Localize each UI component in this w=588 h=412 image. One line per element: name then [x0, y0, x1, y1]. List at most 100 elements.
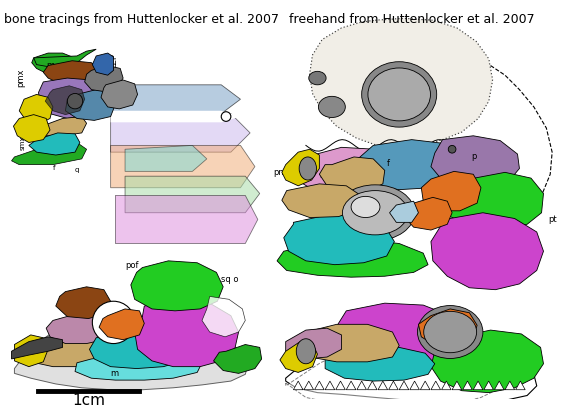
Text: pal: pal	[351, 215, 364, 224]
Text: j: j	[322, 241, 325, 250]
Text: 1cm: 1cm	[72, 393, 105, 407]
Polygon shape	[111, 111, 240, 122]
Text: bone tracings from Huttenlocker et al. 2007: bone tracings from Huttenlocker et al. 2…	[4, 13, 279, 26]
Polygon shape	[325, 347, 435, 381]
Polygon shape	[296, 324, 399, 362]
Text: m: m	[111, 369, 119, 377]
Polygon shape	[292, 147, 399, 192]
Polygon shape	[277, 240, 428, 277]
Polygon shape	[284, 215, 395, 265]
Polygon shape	[282, 149, 319, 186]
Polygon shape	[89, 330, 188, 369]
Text: m: m	[46, 61, 54, 70]
Text: f: f	[387, 159, 390, 168]
Polygon shape	[31, 340, 104, 367]
Text: po: po	[413, 217, 424, 226]
Polygon shape	[325, 381, 335, 390]
Polygon shape	[357, 381, 366, 390]
Text: smx: smx	[19, 136, 25, 150]
Polygon shape	[495, 381, 504, 390]
Ellipse shape	[368, 68, 430, 121]
Polygon shape	[111, 145, 255, 188]
Polygon shape	[410, 381, 419, 390]
Polygon shape	[32, 53, 77, 74]
Text: q: q	[75, 166, 79, 173]
Polygon shape	[85, 66, 123, 91]
Polygon shape	[368, 381, 377, 390]
Text: p: p	[472, 152, 477, 161]
Polygon shape	[135, 299, 239, 367]
Polygon shape	[336, 381, 345, 390]
Polygon shape	[99, 309, 144, 340]
Text: pof: pof	[435, 194, 448, 203]
Polygon shape	[31, 117, 86, 136]
Text: m: m	[293, 200, 302, 209]
Text: sq o: sq o	[221, 275, 239, 284]
Polygon shape	[473, 381, 483, 390]
Polygon shape	[280, 342, 318, 372]
Polygon shape	[452, 381, 462, 390]
Polygon shape	[75, 352, 202, 380]
Polygon shape	[335, 303, 464, 372]
Polygon shape	[92, 53, 113, 75]
Text: n: n	[319, 171, 325, 180]
Text: st: st	[486, 197, 493, 206]
Text: pt: pt	[548, 215, 557, 224]
Text: t: t	[101, 94, 103, 101]
Polygon shape	[46, 314, 111, 344]
Text: qj: qj	[239, 354, 246, 363]
Ellipse shape	[309, 71, 326, 85]
Polygon shape	[431, 330, 543, 393]
Polygon shape	[45, 86, 85, 115]
Text: i: i	[149, 349, 151, 355]
Polygon shape	[282, 184, 360, 218]
Polygon shape	[125, 176, 260, 213]
Text: pmx: pmx	[16, 69, 26, 87]
Polygon shape	[304, 381, 313, 390]
Polygon shape	[389, 381, 398, 390]
Ellipse shape	[336, 185, 415, 241]
Polygon shape	[15, 335, 48, 367]
Polygon shape	[12, 337, 62, 359]
Polygon shape	[38, 78, 106, 119]
Ellipse shape	[351, 197, 380, 218]
Polygon shape	[14, 115, 50, 143]
Polygon shape	[101, 80, 138, 109]
Polygon shape	[213, 344, 262, 373]
Polygon shape	[431, 381, 440, 390]
Ellipse shape	[342, 191, 408, 235]
Polygon shape	[34, 49, 96, 68]
Text: f: f	[53, 165, 55, 171]
Polygon shape	[404, 197, 452, 230]
Polygon shape	[346, 381, 356, 390]
Polygon shape	[56, 287, 111, 318]
Circle shape	[68, 94, 83, 109]
Circle shape	[92, 301, 135, 344]
Polygon shape	[125, 145, 207, 171]
Text: sq: sq	[481, 253, 491, 262]
Ellipse shape	[362, 62, 437, 127]
Ellipse shape	[417, 306, 483, 358]
Text: LEP: LEP	[109, 53, 118, 68]
Polygon shape	[422, 171, 481, 211]
Polygon shape	[293, 381, 303, 390]
Text: po: po	[113, 330, 124, 339]
Polygon shape	[310, 19, 493, 147]
Circle shape	[448, 145, 456, 153]
Text: pmx: pmx	[273, 169, 292, 178]
Text: pof: pof	[125, 261, 139, 270]
Polygon shape	[15, 316, 248, 390]
Polygon shape	[463, 381, 472, 390]
Polygon shape	[431, 136, 519, 186]
Polygon shape	[19, 94, 53, 124]
Polygon shape	[65, 90, 115, 120]
Polygon shape	[131, 261, 223, 311]
Polygon shape	[390, 201, 419, 222]
Text: freehand from Huttenlocker et al. 2007: freehand from Huttenlocker et al. 2007	[289, 13, 534, 26]
Polygon shape	[202, 296, 245, 337]
Polygon shape	[111, 114, 250, 152]
Polygon shape	[286, 335, 537, 402]
Ellipse shape	[424, 311, 477, 353]
Polygon shape	[505, 381, 514, 390]
Ellipse shape	[296, 339, 316, 364]
